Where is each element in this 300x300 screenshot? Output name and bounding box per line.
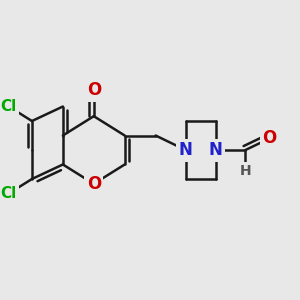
Text: O: O (87, 175, 101, 193)
Text: Cl: Cl (1, 99, 17, 114)
Text: Cl: Cl (1, 186, 17, 201)
Text: H: H (240, 164, 251, 178)
Text: O: O (262, 129, 277, 147)
Text: O: O (87, 81, 101, 99)
Text: N: N (178, 141, 193, 159)
Text: N: N (208, 141, 223, 159)
